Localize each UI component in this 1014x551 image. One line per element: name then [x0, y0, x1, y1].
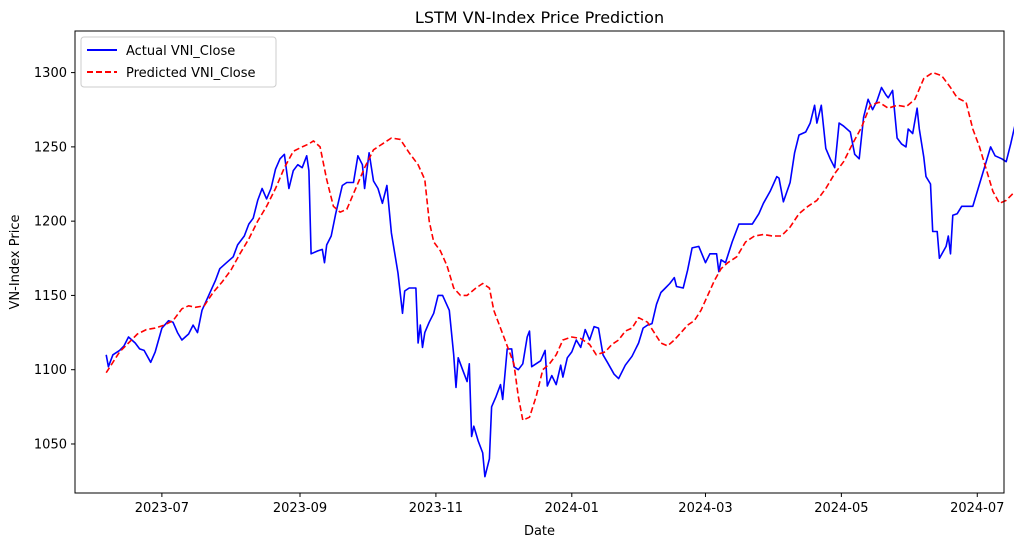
legend-label-predicted: Predicted VNI_Close [126, 66, 256, 81]
legend-box [80, 36, 277, 88]
x-tick-label: 2024-03 [678, 501, 732, 516]
x-axis: 2023-07 2023-09 2023-11 2024-01 2024-03 2024-… [135, 493, 1004, 516]
x-tick-label: 2023-11 [409, 501, 463, 516]
x-tick-label: 2024-07 [950, 501, 1004, 516]
y-axis-label: VN-Index Price [8, 215, 23, 310]
plot-frame [74, 30, 1005, 494]
y-tick-label: 1250 [34, 140, 67, 155]
y-tick-label: 1300 [34, 66, 67, 81]
y-tick-label: 1100 [34, 363, 67, 378]
y-tick-label: 1200 [34, 215, 67, 230]
x-tick-label: 2023-07 [135, 501, 189, 516]
x-axis-label: Date [524, 524, 555, 539]
legend: Actual VNI_Close Predicted VNI_Close [80, 36, 277, 88]
y-tick-label: 1150 [34, 289, 67, 304]
x-tick-label: 2024-05 [814, 501, 868, 516]
x-tick-label: 2023-09 [273, 501, 327, 516]
y-tick-label: 1050 [34, 437, 67, 452]
chart-title: LSTM VN-Index Price Prediction [415, 8, 664, 27]
y-axis: 1050 1100 1150 1200 1250 1300 [34, 66, 75, 452]
series-line-actual [105, 86, 1014, 478]
series-line-predicted [105, 71, 1014, 421]
x-tick-label: 2024-01 [545, 501, 599, 516]
plot-area [105, 71, 1014, 478]
legend-label-actual: Actual VNI_Close [126, 44, 235, 59]
